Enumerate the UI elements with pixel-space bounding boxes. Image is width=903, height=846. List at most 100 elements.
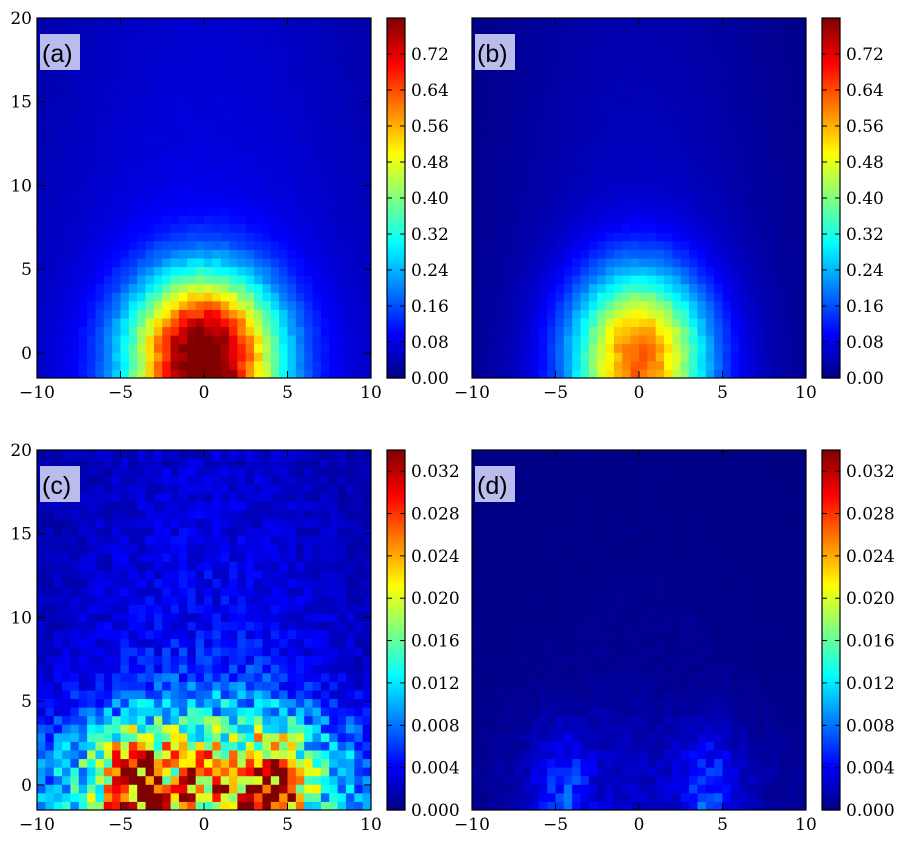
- heatmap-cell: [178, 52, 188, 62]
- heatmap-cell: [522, 78, 531, 88]
- heatmap-cell: [212, 638, 222, 648]
- heatmap-cell: [480, 249, 490, 259]
- heatmap-cell: [229, 612, 238, 622]
- heatmap-cell: [145, 215, 155, 225]
- heatmap-cell: [513, 180, 523, 190]
- heatmap-cell: [229, 78, 238, 88]
- heatmap-cell: [480, 155, 490, 165]
- colorbar-segment: [387, 129, 405, 133]
- heatmap-cell: [178, 86, 188, 96]
- heatmap-cell: [270, 475, 280, 485]
- heatmap-cell: [730, 18, 740, 28]
- heatmap-cell: [87, 86, 96, 96]
- heatmap-cell: [747, 198, 757, 208]
- heatmap-cell: [145, 292, 155, 302]
- heatmap-cell: [212, 300, 222, 310]
- heatmap-cell: [639, 369, 648, 379]
- heatmap-cell: [345, 35, 355, 45]
- heatmap-cell: [120, 369, 130, 379]
- heatmap-cell: [287, 223, 297, 233]
- heatmap-cell: [178, 475, 188, 485]
- heatmap-cell: [354, 309, 364, 319]
- heatmap-cell: [45, 120, 55, 130]
- heatmap-cell: [287, 360, 297, 370]
- heatmap-cell: [45, 223, 55, 233]
- heatmap-cell: [178, 484, 188, 494]
- heatmap-cell: [62, 275, 71, 285]
- heatmap-cell: [605, 78, 615, 88]
- heatmap-cell: [195, 283, 205, 293]
- heatmap-cell: [229, 360, 238, 370]
- heatmap-cell: [639, 275, 648, 285]
- heatmap-cell: [178, 69, 188, 79]
- heatmap-cell: [345, 163, 355, 173]
- heatmap-cell: [597, 343, 607, 353]
- heatmap-cell: [488, 86, 498, 96]
- heatmap-cell: [304, 352, 314, 362]
- heatmap-cell: [262, 475, 272, 485]
- heatmap-cell: [187, 527, 197, 537]
- heatmap-cell: [730, 275, 740, 285]
- heatmap-cell: [505, 86, 515, 96]
- heatmap-cell: [497, 266, 506, 276]
- heatmap-cell: [162, 501, 172, 511]
- heatmap-cell: [229, 258, 238, 268]
- heatmap-cell: [295, 258, 305, 268]
- heatmap-cell: [705, 266, 715, 276]
- heatmap-cell: [270, 138, 280, 148]
- heatmap-cell: [262, 707, 272, 717]
- colorbar-segment: [822, 153, 840, 157]
- heatmap-cell: [254, 664, 263, 674]
- colorbar-segment: [822, 144, 840, 148]
- heatmap-cell: [630, 180, 640, 190]
- heatmap-cell: [797, 232, 807, 242]
- heatmap-cell: [237, 732, 247, 742]
- heatmap-cell: [505, 215, 515, 225]
- heatmap-cell: [705, 138, 715, 148]
- heatmap-cell: [555, 266, 565, 276]
- heatmap-cell: [295, 120, 305, 130]
- heatmap-cell: [505, 172, 515, 182]
- heatmap-cell: [187, 292, 197, 302]
- heatmap-cell: [78, 360, 88, 370]
- heatmap-cell: [170, 561, 180, 571]
- heatmap-cell: [120, 206, 130, 216]
- heatmap-cell: [254, 638, 263, 648]
- heatmap-cell: [797, 292, 807, 302]
- heatmap-cell: [62, 450, 71, 460]
- heatmap-cell: [187, 690, 197, 700]
- heatmap-cell: [538, 26, 548, 36]
- heatmap-cell: [220, 249, 230, 259]
- heatmap-cell: [789, 78, 799, 88]
- heatmap-cell: [780, 352, 790, 362]
- heatmap-cell: [622, 163, 632, 173]
- heatmap-cell: [630, 52, 640, 62]
- heatmap-cell: [137, 664, 147, 674]
- heatmap-cell: [262, 690, 272, 700]
- heatmap-cell: [53, 206, 63, 216]
- heatmap-cell: [472, 292, 481, 302]
- heatmap-cell: [170, 95, 180, 105]
- colorbar-segment: [387, 84, 405, 88]
- heatmap-cell: [204, 750, 213, 760]
- heatmap-cell: [237, 240, 247, 250]
- heatmap-cell: [70, 664, 80, 674]
- heatmap-cell: [262, 672, 272, 682]
- heatmap-cell: [103, 43, 113, 53]
- heatmap-cell: [112, 103, 121, 113]
- heatmap-cell: [37, 587, 46, 597]
- heatmap-cell: [237, 258, 247, 268]
- heatmap-cell: [87, 535, 96, 545]
- heatmap-cell: [112, 758, 121, 768]
- heatmap-cell: [229, 707, 238, 717]
- heatmap-cell: [204, 318, 213, 328]
- heatmap-cell: [472, 138, 481, 148]
- heatmap-cell: [580, 318, 590, 328]
- heatmap-cell: [680, 198, 690, 208]
- heatmap-cell: [220, 60, 230, 70]
- heatmap-cell: [187, 35, 197, 45]
- heatmap-cell: [112, 318, 121, 328]
- colorbar-segment: [822, 21, 840, 25]
- heatmap-cell: [789, 189, 799, 199]
- heatmap-cell: [664, 69, 673, 79]
